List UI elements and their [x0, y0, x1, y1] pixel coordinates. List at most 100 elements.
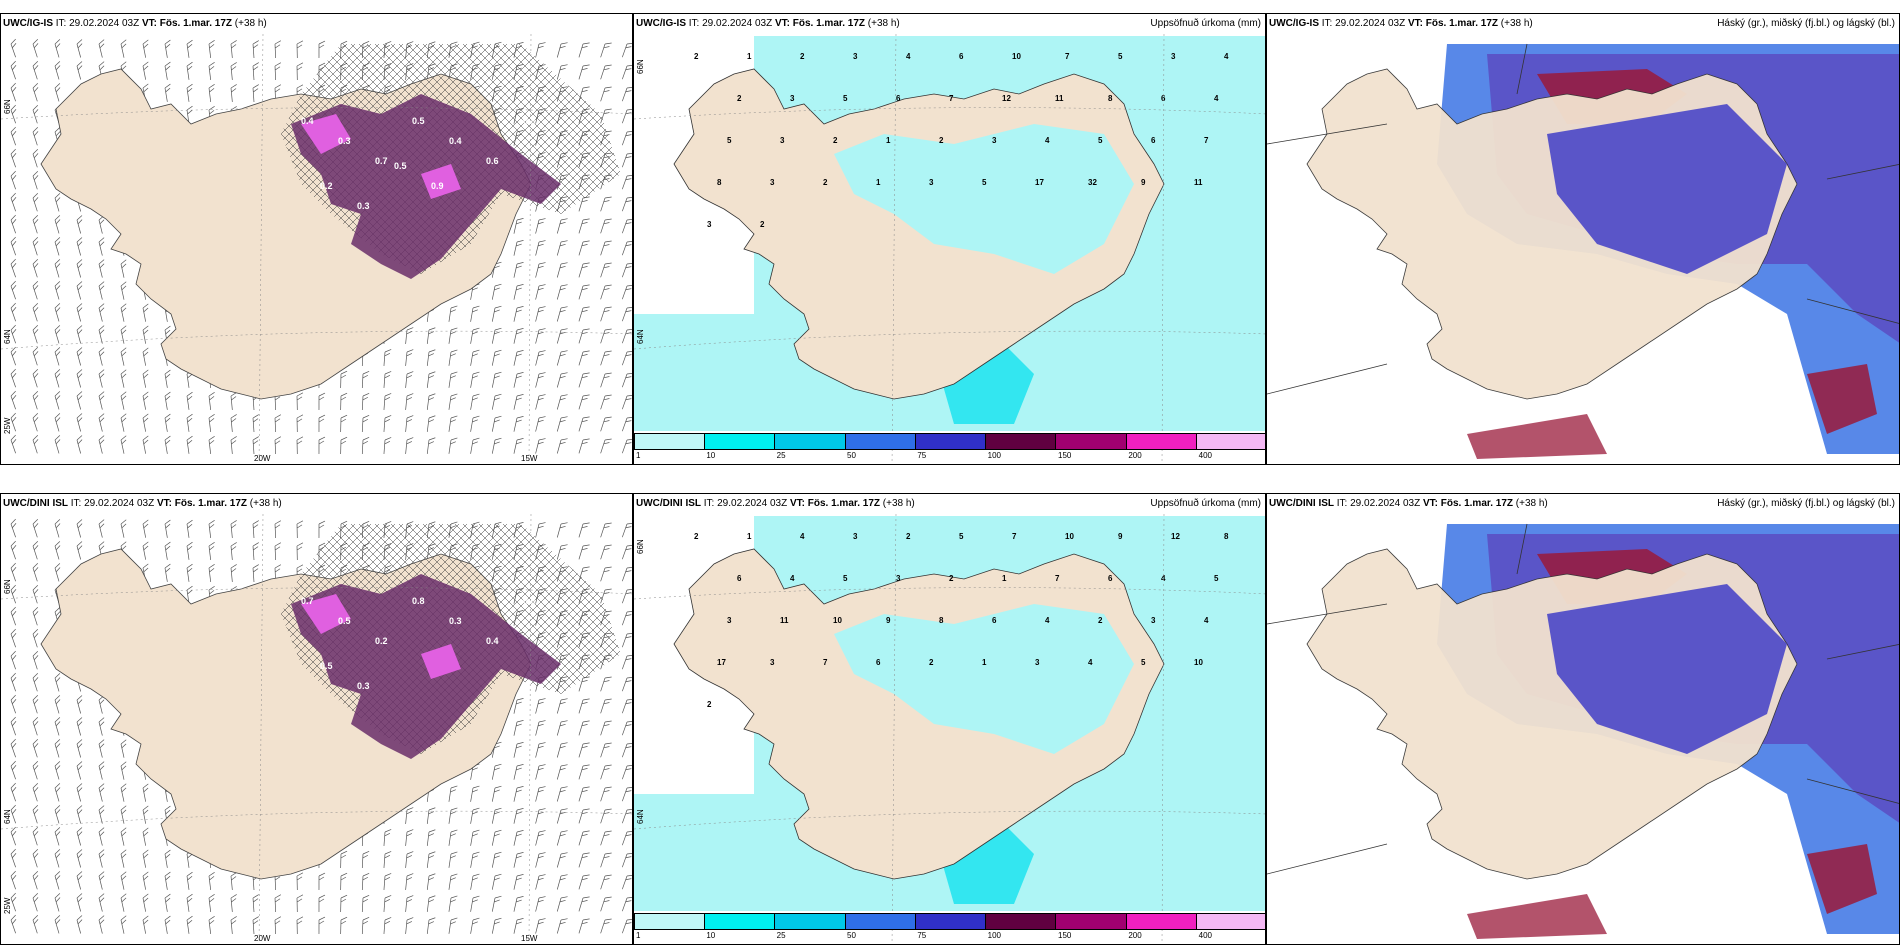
- precip-label: 1: [982, 658, 987, 667]
- precip-label: 7: [823, 658, 828, 667]
- precip-label: 3: [896, 574, 901, 583]
- precip-area: [834, 124, 1134, 274]
- precip-label: 4: [1224, 52, 1229, 61]
- precip-label: 5: [843, 574, 848, 583]
- precip-label: 3: [707, 220, 712, 229]
- legend-swatch: [986, 434, 1057, 449]
- snow-label: 0.5: [338, 616, 351, 626]
- legend-tick: 25: [776, 931, 786, 940]
- lat-label-25w: 25W: [3, 417, 12, 434]
- snow-label: 0.6: [523, 596, 536, 606]
- snow-peak: [421, 164, 461, 199]
- panel-title: UWC/IG-IS IT: 29.02.2024 03Z VT: Fös. 1.…: [636, 18, 900, 29]
- precip-label: 2: [833, 136, 838, 145]
- precip-colorbar: [634, 913, 1265, 930]
- snow-peak: [301, 594, 351, 634]
- legend-tick: 1: [636, 451, 641, 460]
- precip-label: 32: [1088, 178, 1097, 187]
- lon-label-15w: 15W: [521, 934, 538, 943]
- snow-label: 0.4: [486, 636, 499, 646]
- snow-label: 0.3: [449, 616, 462, 626]
- precip-label: 2: [906, 532, 911, 541]
- precip-label: 4: [1204, 616, 1209, 625]
- panel-title: UWC/IG-IS IT: 29.02.2024 03Z VT: Fös. 1.…: [3, 18, 267, 29]
- precip-label: 3: [1151, 616, 1156, 625]
- precip-label: 9: [1118, 532, 1123, 541]
- precip-label: 7: [1012, 532, 1017, 541]
- snow-label: 0.4: [449, 136, 462, 146]
- panel-precip-r1: UWC/IG-IS IT: 29.02.2024 03Z VT: Fös. 1.…: [633, 13, 1266, 465]
- legend-tick: 10: [706, 931, 716, 940]
- snow-label: 0.7: [301, 596, 314, 606]
- map-snow-wind: 0.4 0.3 0.7 0.5 0.4 0.6 0.8 0.2 0.3 0.5 0.9: [1, 33, 632, 464]
- panel-title: UWC/DINI ISL IT: 29.02.2024 03Z VT: Fös.…: [1269, 498, 1548, 509]
- precip-label: 1: [747, 532, 752, 541]
- precip-label: 1: [1002, 574, 1007, 583]
- precip-label: 6: [959, 52, 964, 61]
- precip-label: 4: [1214, 94, 1219, 103]
- precip-label: 4: [1161, 574, 1166, 583]
- snow-label: 0.6: [486, 156, 499, 166]
- projection-lines: [1267, 523, 1899, 875]
- legend-tick: 100: [987, 451, 1002, 460]
- precip-label: 4: [906, 52, 911, 61]
- legend-tick: 75: [917, 451, 927, 460]
- legend-tick: 50: [847, 931, 856, 940]
- panel-field-title: Uppsöfnuð úrkoma (mm): [1150, 18, 1261, 29]
- panel-precip-r2: UWC/DINI ISL IT: 29.02.2024 03Z VT: Fös.…: [633, 493, 1266, 945]
- snow-label: 0.7: [375, 156, 388, 166]
- legend-swatch: [845, 434, 916, 449]
- precip-label: 5: [1141, 658, 1146, 667]
- lat-label-66: 66N: [3, 99, 12, 114]
- legend-tick: 100: [987, 931, 1002, 940]
- legend-swatch: [1126, 434, 1197, 449]
- precip-label: 6: [1108, 574, 1113, 583]
- precip-label: 6: [1161, 94, 1166, 103]
- precip-label: 4: [1045, 616, 1050, 625]
- panel-field-title: Háský (gr.), miðský (fj.bl.) og lágský (…: [1717, 18, 1895, 29]
- cloud-low: [1807, 364, 1877, 434]
- legend-swatch: [986, 914, 1057, 929]
- precip-colorbar: [634, 433, 1265, 450]
- precip-label: 3: [770, 658, 775, 667]
- panel-snow-wind-r2: UWC/DINI ISL IT: 29.02.2024 03Z VT: Fös.…: [0, 493, 633, 945]
- precip-label: 3: [727, 616, 732, 625]
- snow-label: 0.2: [375, 636, 388, 646]
- legend-tick: 25: [776, 451, 786, 460]
- precip-area: [634, 314, 754, 431]
- precip-label: 2: [737, 94, 742, 103]
- precip-label: 2: [694, 532, 699, 541]
- precip-label: 2: [929, 658, 934, 667]
- precip-label: 11: [1055, 94, 1064, 103]
- precip-label: 1: [876, 178, 881, 187]
- legend-swatch: [1196, 914, 1265, 929]
- precip-label: 10: [1065, 532, 1074, 541]
- legend-swatch: [635, 434, 706, 449]
- precip-label: 5: [727, 136, 732, 145]
- precip-area: [634, 794, 754, 911]
- legend-swatch: [775, 914, 846, 929]
- lat-label-66: 66N: [3, 579, 12, 594]
- panel-title: UWC/DINI ISL IT: 29.02.2024 03Z VT: Fös.…: [636, 498, 915, 509]
- panel-title: UWC/IG-IS IT: 29.02.2024 03Z VT: Fös. 1.…: [1269, 18, 1533, 29]
- graticule: [1, 513, 632, 944]
- projection-lines: [1267, 43, 1899, 395]
- legend-tick: 150: [1058, 931, 1072, 940]
- lon-label-20w: 20W: [254, 934, 271, 943]
- precip-label: 6: [992, 616, 997, 625]
- legend-tick: 1: [636, 931, 641, 940]
- precip-label: 7: [1055, 574, 1060, 583]
- precip-label: 17: [717, 658, 726, 667]
- panel-title: UWC/DINI ISL IT: 29.02.2024 03Z VT: Fös.…: [3, 498, 282, 509]
- precip-label: 5: [959, 532, 964, 541]
- legend-swatch: [845, 914, 916, 929]
- snow-label: 0.9: [431, 181, 444, 191]
- precip-label: 2: [760, 220, 765, 229]
- legend-swatch: [1056, 434, 1127, 449]
- precip-label: 5: [1214, 574, 1219, 583]
- precip-label: 6: [737, 574, 742, 583]
- legend-swatch: [775, 434, 846, 449]
- precip-label: 11: [1194, 178, 1203, 187]
- precip-label: 17: [1035, 178, 1044, 187]
- snow-label: 0.3: [357, 681, 370, 691]
